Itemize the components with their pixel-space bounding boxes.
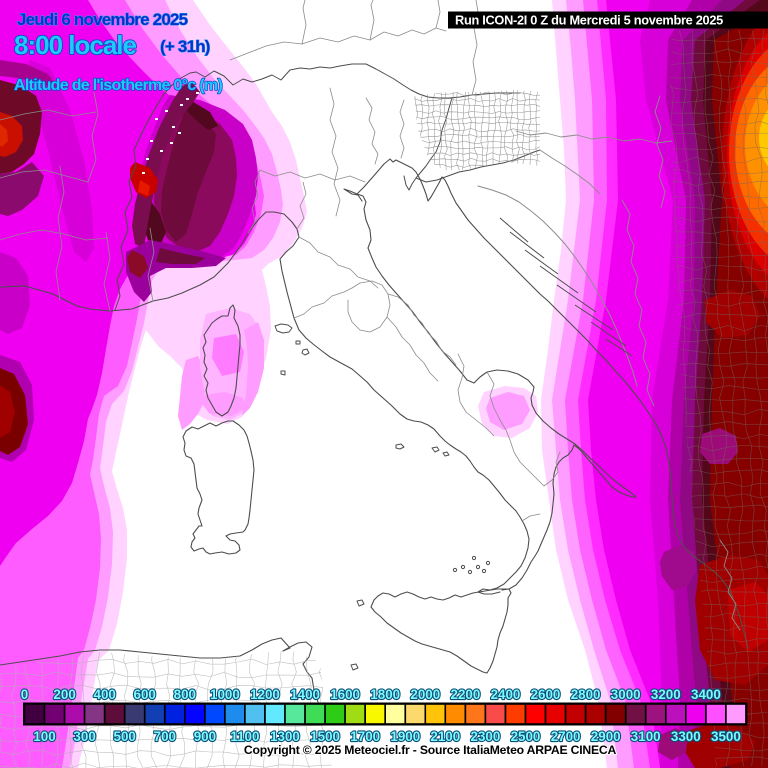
svg-text:200: 200 <box>53 687 75 702</box>
svg-text:1700: 1700 <box>350 729 380 744</box>
svg-text:100: 100 <box>33 729 55 744</box>
svg-text:1200: 1200 <box>250 687 280 702</box>
svg-text:1500: 1500 <box>310 729 340 744</box>
svg-text:2100: 2100 <box>430 729 460 744</box>
svg-text:2300: 2300 <box>471 729 501 744</box>
svg-text:3400: 3400 <box>691 687 721 702</box>
svg-text:Run ICON-2I 0 Z du Mercredi 5: Run ICON-2I 0 Z du Mercredi 5 novembre 2… <box>455 13 723 28</box>
svg-text:8:00 locale: 8:00 locale <box>14 30 137 60</box>
svg-text:2500: 2500 <box>511 729 541 744</box>
svg-text:3200: 3200 <box>651 687 681 702</box>
svg-text:900: 900 <box>194 729 216 744</box>
svg-text:1300: 1300 <box>270 729 300 744</box>
svg-text:(+ 31h): (+ 31h) <box>160 37 210 56</box>
svg-text:300: 300 <box>73 729 95 744</box>
svg-text:Altitude de l'isotherme 0°c (m: Altitude de l'isotherme 0°c (m) <box>14 77 222 94</box>
svg-text:2800: 2800 <box>571 687 601 702</box>
svg-text:1100: 1100 <box>230 729 259 744</box>
svg-text:2200: 2200 <box>451 687 481 702</box>
svg-text:2700: 2700 <box>551 729 581 744</box>
svg-text:2600: 2600 <box>531 687 561 702</box>
svg-text:Copyright © 2025 Meteociel.fr: Copyright © 2025 Meteociel.fr - Source I… <box>244 743 617 757</box>
svg-text:600: 600 <box>134 687 156 702</box>
svg-text:1400: 1400 <box>290 687 320 702</box>
svg-text:1800: 1800 <box>370 687 400 702</box>
svg-text:1000: 1000 <box>210 687 240 702</box>
svg-text:3100: 3100 <box>631 729 661 744</box>
svg-text:Jeudi 6 novembre 2025: Jeudi 6 novembre 2025 <box>17 10 188 29</box>
svg-text:1600: 1600 <box>330 687 360 702</box>
svg-text:1900: 1900 <box>390 729 420 744</box>
svg-text:3000: 3000 <box>611 687 641 702</box>
svg-text:500: 500 <box>114 729 136 744</box>
svg-text:2900: 2900 <box>591 729 621 744</box>
svg-text:700: 700 <box>154 729 176 744</box>
svg-text:400: 400 <box>94 687 116 702</box>
svg-text:3500: 3500 <box>711 729 741 744</box>
svg-text:2400: 2400 <box>491 687 521 702</box>
svg-text:800: 800 <box>174 687 196 702</box>
svg-text:3300: 3300 <box>671 729 701 744</box>
svg-text:2000: 2000 <box>410 687 440 702</box>
svg-text:0: 0 <box>21 687 28 702</box>
